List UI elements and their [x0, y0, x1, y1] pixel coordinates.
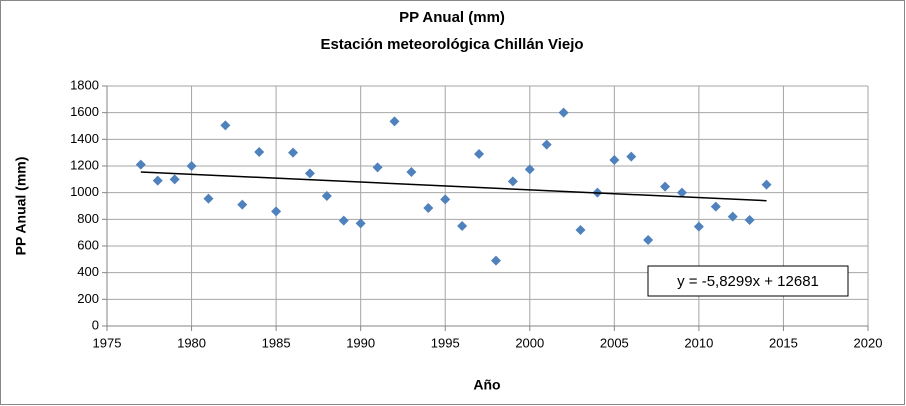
point — [169, 174, 180, 185]
x-tick-label: 2010 — [684, 335, 713, 350]
point — [152, 175, 163, 186]
point — [271, 206, 282, 217]
point — [254, 147, 265, 157]
y-tick-label: 1400 — [70, 131, 99, 146]
point — [457, 221, 468, 231]
point — [524, 164, 535, 175]
x-tick-label: 1990 — [346, 335, 375, 350]
y-tick-label: 200 — [77, 291, 99, 306]
trendline-label-box — [647, 265, 849, 297]
y-tick-label: 1800 — [70, 77, 99, 92]
point — [761, 179, 772, 190]
point — [626, 151, 637, 162]
point — [693, 221, 704, 232]
point — [288, 147, 299, 158]
point — [660, 181, 671, 192]
y-tick-label: 1600 — [70, 104, 99, 119]
point — [710, 201, 721, 212]
point — [558, 107, 569, 118]
point — [727, 211, 738, 222]
point — [490, 255, 501, 266]
y-tick-label: 1000 — [70, 184, 99, 199]
y-axis-title: PP Anual (mm) — [13, 157, 29, 256]
x-tick-label: 2005 — [600, 335, 629, 350]
chart-subtitle: Estación meteorológica Chillán Viejo — [320, 36, 583, 53]
y-tick-label: 600 — [77, 237, 99, 252]
point — [575, 225, 586, 235]
point — [186, 161, 197, 171]
x-tick-label: 1995 — [431, 335, 460, 350]
point — [423, 203, 434, 213]
point — [321, 191, 332, 201]
point — [440, 194, 451, 205]
point — [406, 167, 417, 177]
x-axis-title: Año — [473, 377, 500, 393]
point — [338, 215, 349, 226]
point — [203, 193, 214, 204]
point — [304, 168, 315, 179]
y-tick-label: 400 — [77, 264, 99, 279]
trendline — [140, 171, 767, 202]
point — [541, 139, 552, 150]
x-tick-label: 2000 — [515, 335, 544, 350]
point — [355, 218, 366, 229]
y-tick-label: 800 — [77, 211, 99, 226]
point — [609, 155, 620, 165]
point — [389, 116, 400, 127]
point — [474, 149, 485, 159]
point — [135, 159, 146, 170]
x-tick-label: 1975 — [93, 335, 122, 350]
y-tick-label: 0 — [92, 317, 99, 332]
x-tick-label: 2020 — [854, 335, 883, 350]
x-tick-label: 1985 — [262, 335, 291, 350]
x-tick-label: 1980 — [177, 335, 206, 350]
point — [643, 235, 654, 245]
point — [220, 120, 231, 131]
x-tick-label: 2015 — [769, 335, 798, 350]
y-tick-label: 1200 — [70, 157, 99, 172]
point — [507, 176, 518, 187]
point — [372, 162, 383, 173]
point — [676, 187, 687, 198]
point — [744, 215, 755, 225]
trendline-label: y = -5,8299x + 12681 — [677, 273, 819, 290]
point — [237, 199, 248, 210]
chart-title: PP Anual (mm) — [399, 9, 505, 26]
